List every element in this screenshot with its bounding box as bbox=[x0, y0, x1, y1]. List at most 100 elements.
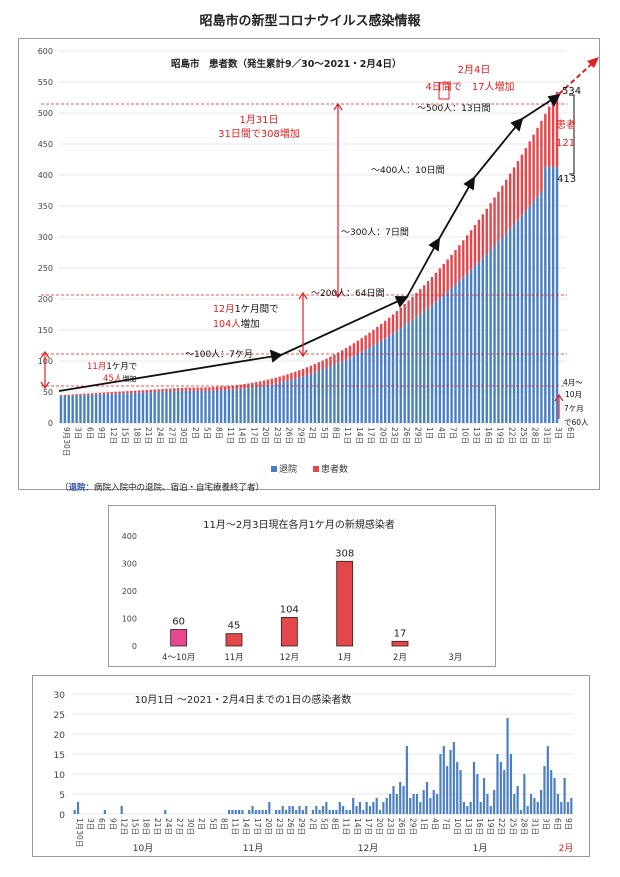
daily-bar bbox=[298, 806, 301, 814]
patients-bar bbox=[133, 390, 137, 393]
patients-bar bbox=[423, 285, 426, 311]
discharged-bar bbox=[122, 393, 125, 423]
discharged-bar bbox=[67, 395, 70, 423]
daily-bar bbox=[274, 810, 278, 814]
daily-bar bbox=[469, 802, 472, 814]
daily-x-tick-label: 2日 bbox=[308, 818, 317, 830]
discharged-bar bbox=[473, 265, 477, 423]
main-x-tick-label: 11日 bbox=[226, 427, 235, 444]
daily-bar bbox=[533, 798, 536, 814]
daily-bar bbox=[553, 778, 556, 814]
patients-bar bbox=[337, 352, 340, 364]
main-y-tick-label: 350 bbox=[38, 202, 53, 211]
daily-x-tick-label: 13日 bbox=[464, 818, 473, 835]
patients-bar bbox=[313, 364, 317, 373]
discharged-bar bbox=[258, 386, 262, 423]
daily-bar bbox=[439, 754, 442, 814]
monthly-value-label: 308 bbox=[335, 548, 354, 559]
patients-bar bbox=[258, 381, 262, 387]
daily-bar bbox=[362, 810, 365, 814]
daily-bar bbox=[389, 794, 392, 814]
patients-bar bbox=[294, 371, 297, 379]
daily-x-tick-label: 17日 bbox=[364, 818, 373, 835]
patients-bar bbox=[364, 335, 367, 350]
monthly-value-label: 104 bbox=[280, 604, 299, 615]
daily-bar bbox=[516, 786, 519, 814]
discharged-bar bbox=[114, 393, 117, 423]
patients-bar bbox=[477, 219, 481, 263]
main-x-tick-label: 20日 bbox=[378, 427, 387, 444]
main-x-tick-label: 2日 bbox=[191, 427, 200, 439]
daily-month-label: 11月 bbox=[243, 843, 263, 854]
discharged-bar bbox=[176, 391, 180, 423]
daily-bar bbox=[305, 806, 308, 814]
discharged-bar bbox=[212, 390, 215, 423]
discharged-bar bbox=[153, 392, 156, 423]
patients-bar bbox=[161, 389, 164, 392]
main-x-tick-label: 26日 bbox=[285, 427, 294, 444]
daily-x-tick-label: 20日 bbox=[264, 818, 273, 835]
patients-bar bbox=[532, 134, 535, 202]
legend-label-discharged: 退院 bbox=[279, 463, 297, 475]
patients-bar bbox=[391, 314, 395, 334]
daily-bar bbox=[509, 754, 513, 814]
daily-bar bbox=[482, 778, 486, 814]
patients-bar bbox=[110, 392, 113, 394]
patients-bar bbox=[130, 390, 133, 394]
daily-bar bbox=[560, 802, 563, 814]
daily-x-tick-label: 3日 bbox=[542, 818, 551, 830]
patients-bar bbox=[473, 224, 477, 266]
monthly-value-label: 60 bbox=[172, 617, 185, 628]
discharged-bar bbox=[383, 338, 387, 423]
main-x-tick-label: 19日 bbox=[496, 427, 505, 444]
monthly-bar bbox=[391, 640, 409, 647]
patients-bar bbox=[192, 387, 195, 391]
discharged-bar bbox=[118, 393, 121, 423]
discharged-bar bbox=[524, 210, 528, 423]
main-x-tick-label: 10日 bbox=[460, 427, 469, 444]
patients-bar bbox=[407, 300, 410, 323]
monthly-y-tick-label: 400 bbox=[122, 532, 137, 541]
daily-bar bbox=[556, 794, 559, 814]
main-x-tick-label: 6日 bbox=[85, 427, 94, 439]
daily-x-tick-label: 1月30日 bbox=[75, 818, 84, 847]
daily-x-tick-label: 11日 bbox=[231, 818, 240, 835]
main-x-tick-label: 9月30日 bbox=[62, 427, 71, 456]
patients-bar bbox=[430, 276, 434, 305]
discharged-bar bbox=[520, 215, 524, 423]
daily-bar bbox=[523, 774, 526, 814]
discharged-bar bbox=[446, 291, 449, 423]
discharged-bar bbox=[458, 280, 461, 423]
annotation-nov-line2: 45人増加 bbox=[103, 374, 136, 384]
discharged-bar bbox=[454, 284, 457, 423]
main-x-tick-label: 21日 bbox=[144, 427, 153, 444]
monthly-category-label: 4～10月 bbox=[162, 653, 195, 663]
discharged-bar bbox=[462, 277, 465, 423]
patients-bar bbox=[462, 240, 465, 278]
main-y-tick-label: 150 bbox=[38, 326, 53, 335]
patients-bar bbox=[223, 386, 227, 391]
patients-bar bbox=[235, 385, 238, 390]
discharged-bar bbox=[223, 390, 227, 423]
patients-bar bbox=[184, 387, 188, 391]
annotation-jan-line2: 31日間で308増加 bbox=[218, 127, 300, 140]
daily-month-label: 10月 bbox=[133, 843, 153, 854]
daily-bar bbox=[227, 810, 231, 814]
daily-bar bbox=[284, 810, 288, 814]
discharge-note: （退院：病院入院中の退院、宿泊・自宅療養終了者） bbox=[60, 483, 265, 493]
patients-bar bbox=[71, 394, 74, 396]
patients-bar bbox=[149, 389, 153, 393]
patients-bar bbox=[528, 141, 531, 206]
discharged-bar bbox=[434, 301, 438, 423]
discharged-bar bbox=[548, 166, 551, 423]
discharged-bar bbox=[102, 394, 106, 423]
main-x-tick-label: 16日 bbox=[484, 427, 493, 444]
daily-bar bbox=[392, 786, 395, 814]
patients-bar bbox=[165, 388, 168, 392]
daily-bar bbox=[355, 806, 358, 814]
discharged-bar bbox=[106, 394, 110, 423]
monthly-y-tick-label: 0 bbox=[132, 642, 137, 651]
patients-bar bbox=[544, 113, 547, 167]
main-x-tick-label: 14日 bbox=[238, 427, 247, 444]
patients-bar bbox=[454, 250, 457, 285]
